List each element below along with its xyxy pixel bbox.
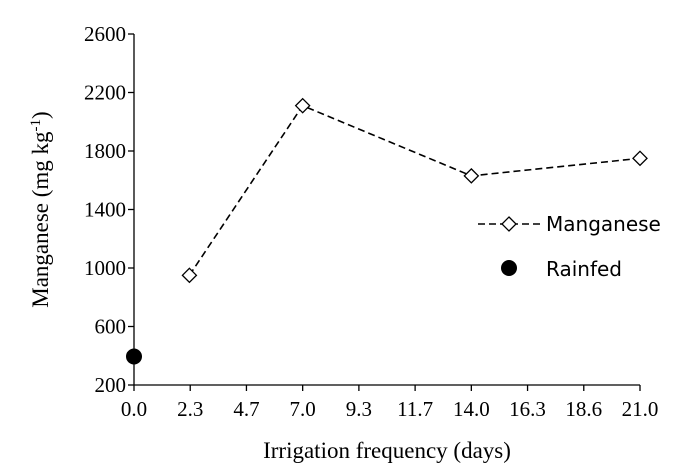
x-tick-label: 11.7 [397, 397, 433, 421]
legend-label-rainfed: Rainfed [546, 257, 622, 281]
manganese-point [294, 97, 311, 114]
y-axis-title: Manganese (mg kg-1) [28, 111, 53, 307]
y-tick-label: 1400 [84, 198, 126, 222]
legend-item-manganese: Manganese [478, 212, 661, 236]
legend-item-rainfed: Rainfed [501, 257, 622, 281]
legend-circle-marker [501, 260, 517, 276]
legend-label-manganese: Manganese [546, 212, 661, 236]
x-tick-label: 21.0 [622, 397, 659, 421]
legend: Manganese Rainfed [478, 212, 661, 281]
x-tick-label: 14.0 [453, 397, 490, 421]
manganese-point [463, 167, 480, 184]
y-tick-label: 2200 [84, 81, 126, 105]
rainfed-point [126, 348, 142, 365]
y-tick-label: 2600 [84, 22, 126, 46]
legend-diamond-marker [501, 216, 517, 232]
y-axis-title-text: Manganese (mg kg [28, 131, 53, 308]
plot-area: 200 600 1000 1400 1800 2200 2600 0.0 2.3 4.7 7.0 9… [84, 22, 658, 421]
y-ticks: 200 600 1000 1400 1800 2200 2600 [84, 22, 134, 397]
y-tick-label: 600 [95, 315, 127, 339]
x-tick-label: 18.6 [565, 397, 602, 421]
y-axis-title-superscript: -1 [28, 119, 44, 132]
x-tick-label: 4.7 [233, 397, 259, 421]
series-manganese-line [188, 104, 641, 276]
x-tick-label: 2.3 [177, 397, 203, 421]
y-tick-label: 200 [95, 373, 127, 397]
x-tick-label: 16.3 [509, 397, 546, 421]
x-tick-label: 7.0 [290, 397, 316, 421]
manganese-point [632, 150, 648, 167]
x-tick-label: 0.0 [121, 397, 147, 421]
y-axis-title-close: ) [28, 111, 53, 119]
y-tick-label: 1000 [84, 256, 126, 280]
x-tick-label: 9.3 [346, 397, 372, 421]
y-tick-label: 1800 [84, 139, 126, 163]
x-axis-title: Irrigation frequency (days) [263, 438, 511, 463]
manganese-point [181, 267, 198, 284]
series-layer [126, 97, 648, 365]
x-ticks: 0.0 2.3 4.7 7.0 9.3 11.7 14.0 16.3 18.6 21.0 [121, 385, 659, 421]
